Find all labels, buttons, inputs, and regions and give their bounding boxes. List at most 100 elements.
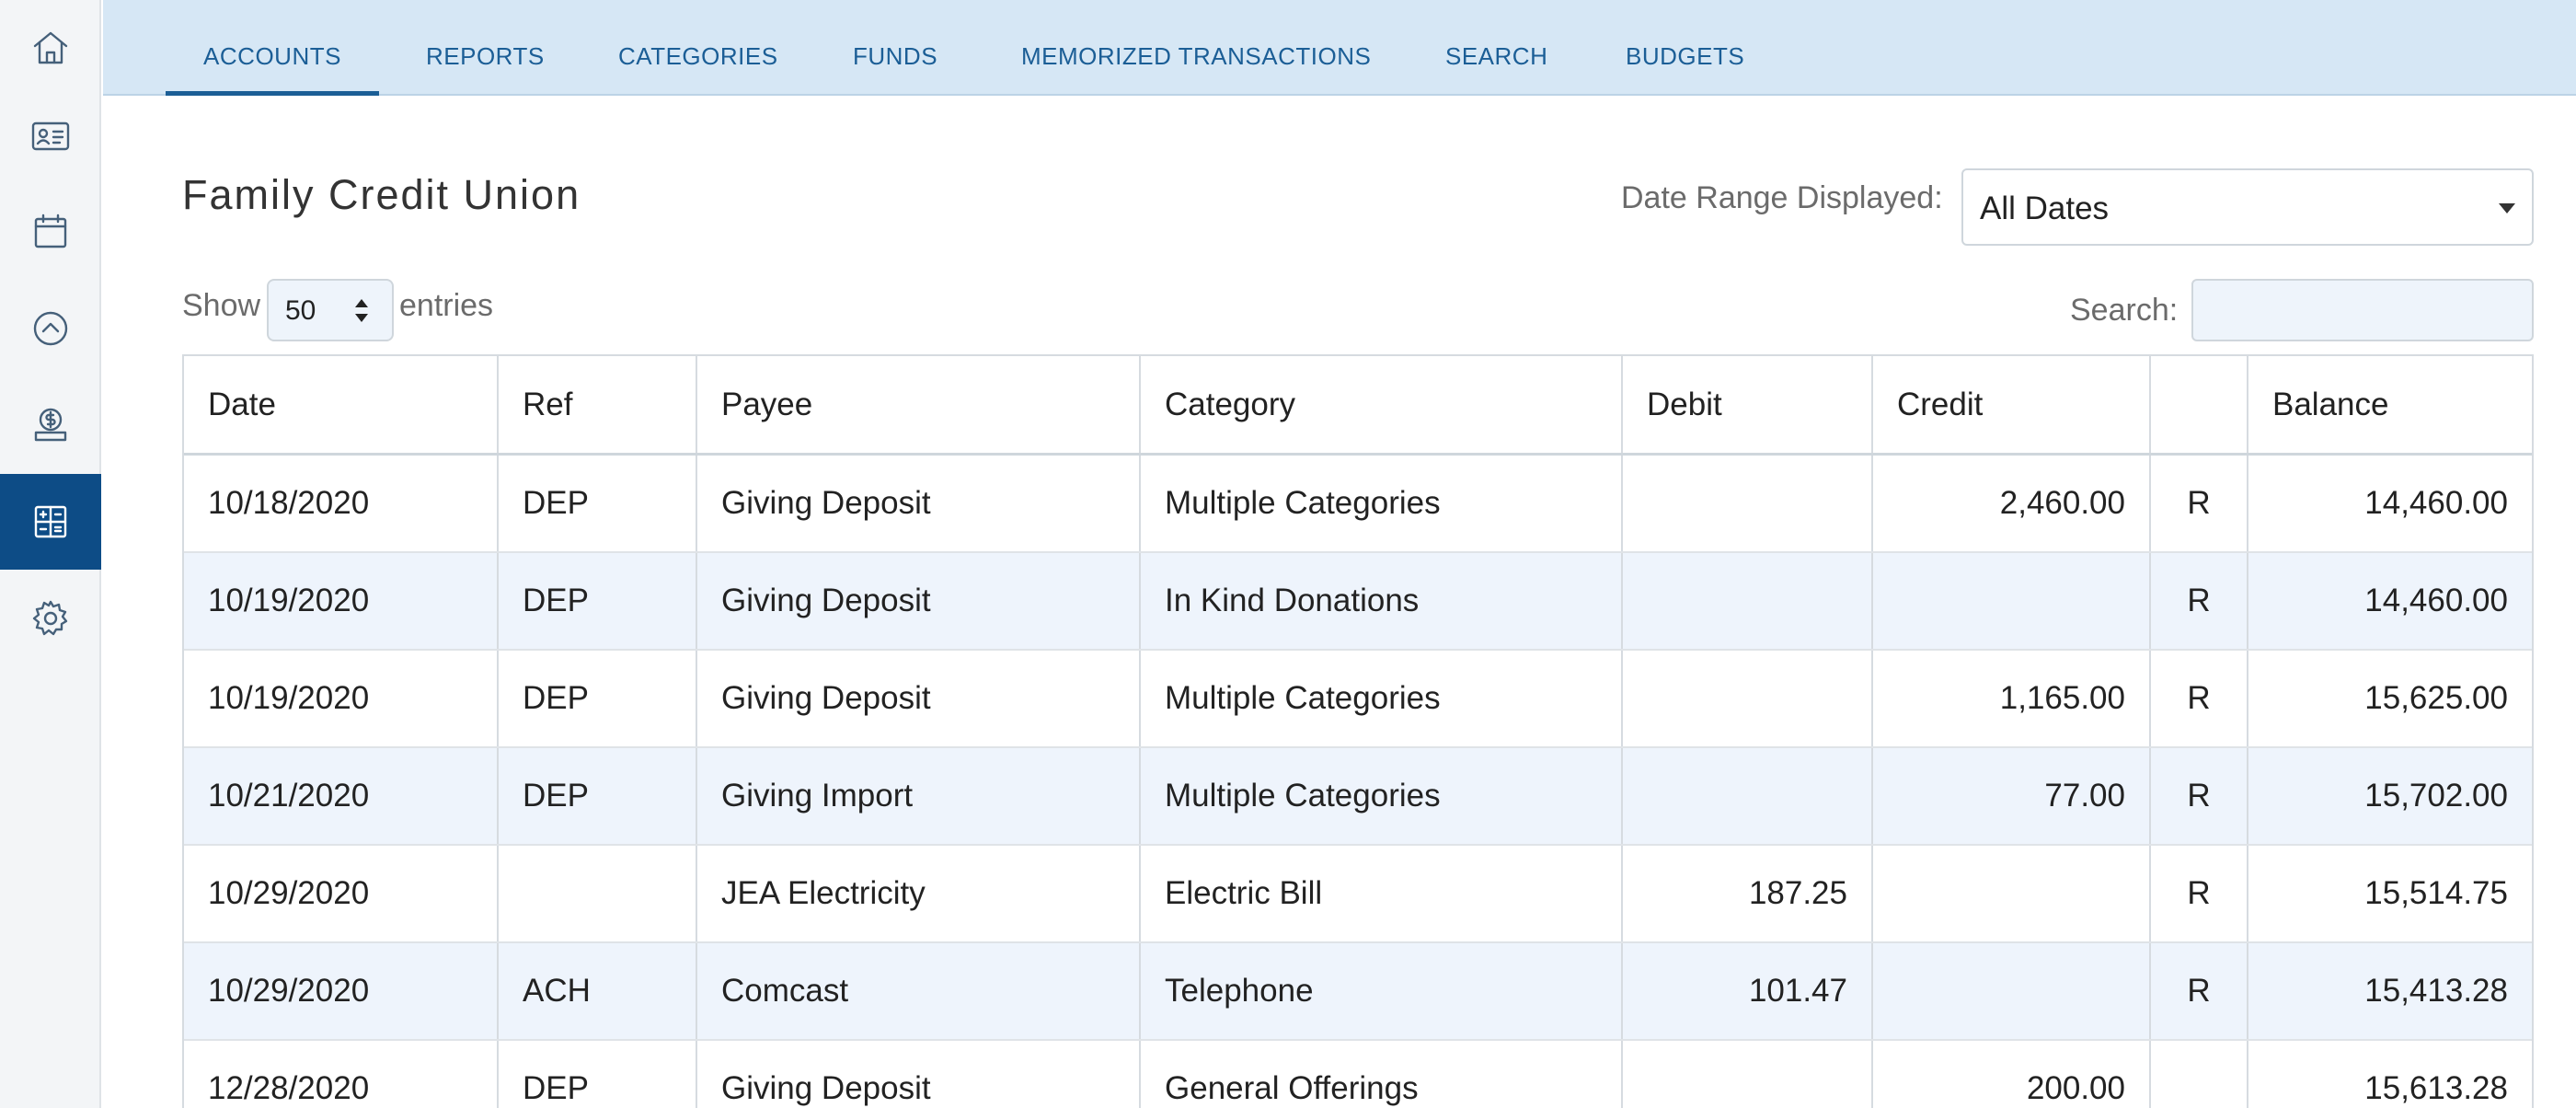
entries-value: 50 (285, 295, 316, 326)
cell-date: 10/18/2020 (184, 456, 499, 551)
cell-payee: Giving Deposit (697, 1041, 1141, 1108)
cell-date: 12/28/2020 (184, 1041, 499, 1108)
cell-credit: 1,165.00 (1873, 651, 2151, 746)
cell-reconciled: R (2151, 748, 2248, 844)
date-range-select[interactable]: All Dates (1961, 168, 2534, 246)
entries-per-page-select[interactable]: 50 (267, 279, 394, 341)
date-range-value: All Dates (1980, 190, 2110, 226)
cell-ref: DEP (499, 553, 697, 649)
cell-credit: 200.00 (1873, 1041, 2151, 1108)
cell-reconciled: R (2151, 943, 2248, 1039)
cell-credit: 77.00 (1873, 748, 2151, 844)
table-row[interactable]: 10/19/2020 DEP Giving Deposit In Kind Do… (184, 553, 2532, 651)
cell-payee: Giving Deposit (697, 456, 1141, 551)
cell-balance: 14,460.00 (2364, 485, 2508, 521)
date-range-label: Date Range Displayed: (1621, 180, 1943, 215)
cell-payee: Giving Import (697, 748, 1141, 844)
cell-date: 10/19/2020 (184, 553, 499, 649)
dashboard-grid-icon (34, 505, 67, 538)
tab-reports[interactable]: REPORTS (426, 42, 545, 70)
home-icon (33, 31, 68, 64)
cell-debit (1623, 651, 1873, 746)
cell-ref: DEP (499, 651, 697, 746)
cell-ref: DEP (499, 456, 697, 551)
cell-reconciled (2151, 1041, 2248, 1108)
cell-ref: ACH (499, 943, 697, 1039)
sidebar-item-calendar[interactable] (0, 184, 101, 280)
page-title: Family Credit Union (182, 171, 581, 218)
column-header-ref[interactable]: Ref (499, 356, 697, 453)
entries-label: entries (399, 288, 494, 323)
tab-memorized-transactions[interactable]: MEMORIZED TRANSACTIONS (1021, 42, 1372, 70)
table-row[interactable]: 10/19/2020 DEP Giving Deposit Multiple C… (184, 651, 2532, 748)
cell-date: 10/19/2020 (184, 651, 499, 746)
sidebar-item-up[interactable] (0, 281, 101, 376)
cell-ref: DEP (499, 748, 697, 844)
cell-date: 10/29/2020 (184, 846, 499, 941)
cell-balance: 15,702.00 (2364, 778, 2508, 814)
cell-category: Multiple Categories (1141, 456, 1623, 551)
column-header-credit[interactable]: Credit (1873, 356, 2151, 453)
column-header-balance[interactable]: Balance (2272, 386, 2389, 422)
table-row[interactable]: 12/28/2020 DEP Giving Deposit General Of… (184, 1041, 2532, 1108)
caret-down-icon (2499, 203, 2515, 214)
sidebar-item-settings[interactable] (0, 571, 101, 666)
cell-payee: Comcast (697, 943, 1141, 1039)
sidebar-item-contacts[interactable] (0, 88, 101, 184)
sort-arrows-icon (355, 299, 368, 325)
column-header-date[interactable]: Date (184, 356, 499, 453)
cell-debit: 101.47 (1623, 943, 1873, 1039)
cell-debit: 187.25 (1623, 846, 1873, 941)
cell-credit (1873, 943, 2151, 1039)
sidebar-item-finance[interactable] (0, 474, 101, 570)
tab-budgets[interactable]: BUDGETS (1626, 42, 1745, 70)
transactions-table: Date Ref Payee Category Debit Credit Bal… (182, 354, 2534, 1108)
cell-balance: 15,625.00 (2364, 680, 2508, 716)
sidebar-item-home[interactable] (0, 0, 101, 96)
tab-categories[interactable]: CATEGORIES (618, 42, 778, 70)
cell-reconciled: R (2151, 553, 2248, 649)
cell-debit (1623, 748, 1873, 844)
contact-card-icon (31, 121, 70, 151)
cell-category: Multiple Categories (1141, 748, 1623, 844)
column-header-reconciled[interactable] (2151, 356, 2248, 453)
cell-category: Electric Bill (1141, 846, 1623, 941)
cell-payee: Giving Deposit (697, 553, 1141, 649)
cell-credit (1873, 846, 2151, 941)
cell-ref (499, 846, 697, 941)
cell-debit (1623, 553, 1873, 649)
cell-debit (1623, 456, 1873, 551)
calendar-icon (34, 214, 67, 248)
cell-payee: Giving Deposit (697, 651, 1141, 746)
cell-reconciled: R (2151, 846, 2248, 941)
cell-category: Multiple Categories (1141, 651, 1623, 746)
cell-debit (1623, 1041, 1873, 1108)
table-row[interactable]: 10/29/2020 ACH Comcast Telephone 101.47 … (184, 943, 2532, 1041)
cell-credit: 2,460.00 (1873, 456, 2151, 551)
gear-icon (32, 600, 68, 636)
column-header-debit[interactable]: Debit (1623, 356, 1873, 453)
show-label: Show (182, 288, 261, 323)
cell-reconciled: R (2151, 651, 2248, 746)
cell-ref: DEP (499, 1041, 697, 1108)
cell-credit (1873, 553, 2151, 649)
table-row[interactable]: 10/21/2020 DEP Giving Import Multiple Ca… (184, 748, 2532, 846)
search-input[interactable] (2191, 279, 2534, 341)
tab-funds[interactable]: FUNDS (853, 42, 938, 70)
donation-icon (34, 408, 67, 442)
table-header-row: Date Ref Payee Category Debit Credit Bal… (184, 356, 2532, 456)
table-row[interactable]: 10/29/2020 JEA Electricity Electric Bill… (184, 846, 2532, 943)
cell-payee: JEA Electricity (697, 846, 1141, 941)
chevron-up-circle-icon (33, 311, 68, 346)
table-row[interactable]: 10/18/2020 DEP Giving Deposit Multiple C… (184, 456, 2532, 553)
cell-date: 10/21/2020 (184, 748, 499, 844)
cell-date: 10/29/2020 (184, 943, 499, 1039)
cell-category: In Kind Donations (1141, 553, 1623, 649)
cell-category: Telephone (1141, 943, 1623, 1039)
sidebar-item-giving[interactable] (0, 377, 101, 473)
column-header-payee[interactable]: Payee (697, 356, 1141, 453)
column-header-category[interactable]: Category (1141, 356, 1623, 453)
cell-balance: 15,413.28 (2364, 973, 2508, 1009)
tab-accounts[interactable]: ACCOUNTS (166, 0, 379, 96)
tab-search[interactable]: SEARCH (1445, 42, 1548, 70)
